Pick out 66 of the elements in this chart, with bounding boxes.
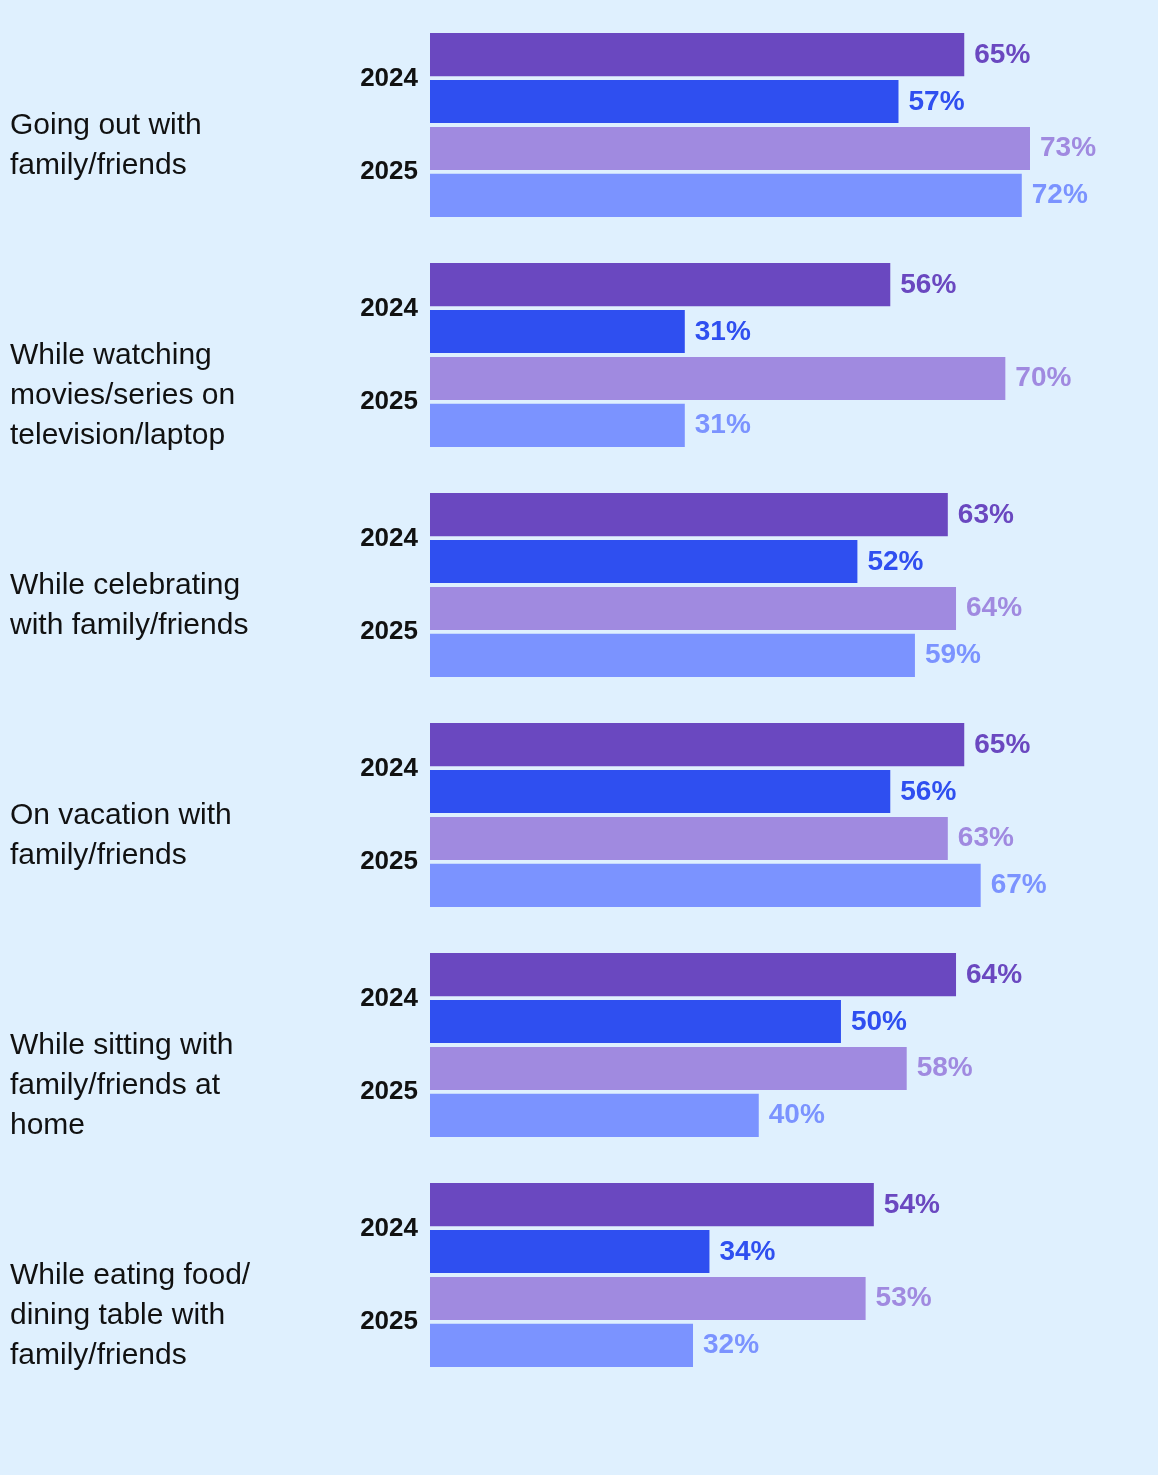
- y-tick-label: While watching movies/series on television/laptop: [10, 337, 236, 450]
- series-label: 2024: [360, 61, 419, 92]
- data-label: 31%: [694, 408, 751, 440]
- data-label: 72%: [1031, 178, 1088, 210]
- data-label: 59%: [924, 638, 982, 670]
- y-tick-label: While eating food/ dining table with family/friends: [10, 1257, 251, 1370]
- bar: [430, 493, 948, 537]
- bar: [430, 33, 965, 77]
- data-label: 40%: [768, 1098, 825, 1130]
- data-label: 57%: [908, 84, 965, 116]
- bar: [430, 1183, 874, 1227]
- data-label: 58%: [916, 1051, 973, 1083]
- text: 2024: [360, 521, 418, 552]
- data-label: 65%: [974, 37, 1031, 69]
- bar: [430, 1229, 710, 1274]
- series-label: 2025: [360, 385, 418, 416]
- y-tick-label: Going out with family/friends: [10, 107, 202, 180]
- bar: [430, 263, 891, 307]
- data-label: 64%: [966, 591, 1023, 623]
- text: 2024: [360, 1211, 418, 1242]
- text: 2025: [360, 1305, 418, 1336]
- bar: [430, 1093, 759, 1137]
- bar: [430, 723, 965, 767]
- bar: [430, 1046, 907, 1091]
- data-label: 67%: [990, 868, 1047, 900]
- y-tick-label: While sitting with family/friends at home: [10, 1027, 234, 1140]
- data-label: 73%: [1040, 131, 1097, 163]
- bar: [430, 309, 685, 354]
- bar: [430, 999, 841, 1044]
- bar: [430, 79, 899, 124]
- data-label: 70%: [1015, 361, 1072, 393]
- text: 2024: [360, 981, 418, 1012]
- y-tick-label: While celebrating with family/friends: [9, 567, 249, 640]
- data-label: 53%: [875, 1281, 932, 1313]
- data-label: 63%: [957, 497, 1014, 529]
- data-label: 32%: [703, 1328, 760, 1360]
- data-label: 50%: [850, 1004, 908, 1036]
- data-label: 31%: [694, 314, 751, 346]
- bar: [430, 356, 1006, 401]
- data-label: 52%: [867, 544, 924, 576]
- series-label: 2025: [360, 155, 418, 186]
- y-tick-label: On vacation with family/friends: [10, 797, 232, 870]
- data-label: 56%: [900, 267, 957, 299]
- bar: [430, 1323, 694, 1367]
- text: 2024: [360, 751, 418, 782]
- text: 2025: [360, 845, 418, 876]
- bar: [430, 539, 858, 584]
- text: 2025: [360, 615, 418, 646]
- bar: [430, 403, 685, 447]
- data-label: 34%: [719, 1234, 776, 1266]
- bar: [430, 173, 1022, 217]
- bar: [430, 816, 948, 861]
- bar: [430, 1276, 866, 1321]
- text: 2025: [360, 1075, 418, 1106]
- data-label: 63%: [957, 821, 1014, 853]
- data-label: 65%: [974, 727, 1031, 759]
- bar: [430, 953, 957, 997]
- series-label: 2024: [360, 291, 419, 322]
- bar: [430, 126, 1030, 171]
- bar: [430, 633, 915, 677]
- data-label: 56%: [900, 774, 957, 806]
- bar: [430, 769, 891, 814]
- bar: [430, 586, 957, 631]
- data-label: 54%: [883, 1187, 940, 1219]
- data-label: 64%: [966, 957, 1023, 989]
- bar: [430, 863, 981, 907]
